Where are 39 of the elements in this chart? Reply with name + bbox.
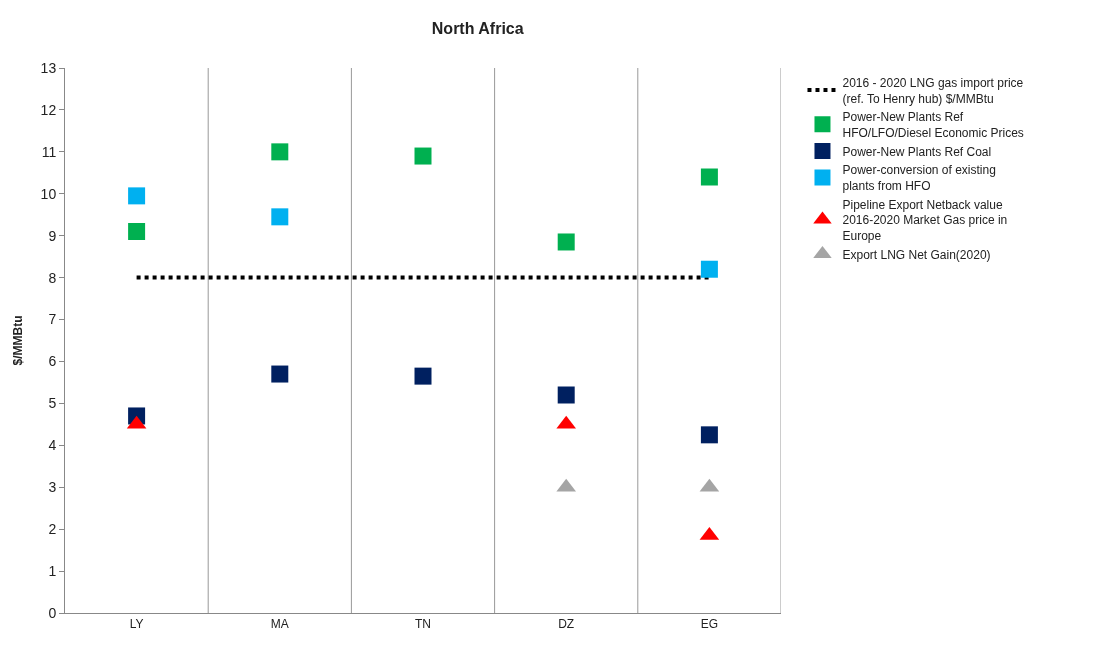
point	[271, 208, 289, 226]
y-tick-label: 4	[48, 437, 57, 454]
chart-title: North Africa	[431, 19, 524, 37]
point	[700, 426, 718, 444]
legend-label: Power-New Plants Ref Coal	[842, 144, 992, 159]
y-tick-label: 11	[41, 143, 57, 160]
y-tick-label: 12	[40, 101, 57, 118]
point	[271, 365, 289, 383]
y-axis-title: $/MMBtu	[10, 315, 25, 366]
point	[700, 260, 718, 278]
x-tick-label: LY	[129, 617, 144, 632]
y-tick-label: 0	[48, 604, 57, 621]
y-tick-label: 13	[40, 59, 57, 76]
legend-label: 2016 - 2020 LNG gas import price (ref. To Henry hub) $/MMBtu	[842, 75, 1024, 106]
x-tick-label: DZ	[558, 617, 575, 632]
y-tick-label: 8	[48, 269, 57, 286]
point	[128, 187, 146, 205]
point	[700, 168, 718, 186]
x-tick-label: TN	[415, 617, 431, 632]
x-tick-label: EG	[700, 617, 719, 632]
point	[271, 143, 289, 161]
y-tick-label: 5	[48, 395, 57, 412]
y-tick-label: 2	[48, 521, 57, 538]
y-tick-label: 7	[48, 311, 57, 328]
y-tick-label: 6	[48, 353, 57, 370]
legend-label: Power-New Plants Ref HFO/LFO/Diesel Economic Prices	[842, 110, 1024, 140]
point	[414, 147, 432, 165]
point	[557, 386, 575, 404]
x-tick-label: MA	[270, 617, 289, 632]
y-tick-label: 10	[40, 185, 57, 202]
point	[414, 367, 432, 385]
legend-label: Pipeline Export Netback value 2016-2020 Market Gas price in Europe	[842, 197, 1008, 243]
legend-label: Power-conversion of existing plants from HFO	[842, 163, 996, 193]
y-tick-label: 9	[48, 227, 57, 244]
point	[557, 233, 575, 251]
y-tick-label: 3	[48, 479, 57, 496]
y-tick-label: 1	[48, 562, 57, 579]
point	[128, 223, 146, 240]
legend-label: Export LNG Net Gain(2020)	[842, 247, 991, 262]
